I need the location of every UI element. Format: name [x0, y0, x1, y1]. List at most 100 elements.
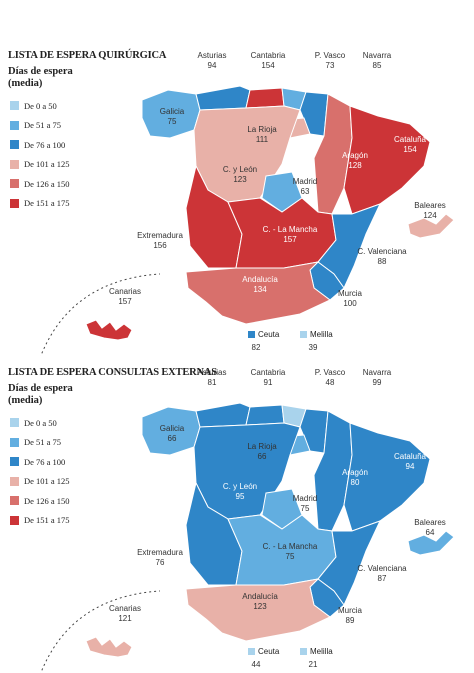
label-cantabria-value: 91 [264, 378, 273, 387]
legend-label: De 126 a 150 [24, 178, 70, 189]
legend-title: Días de espera (media) [8, 66, 73, 89]
legend-label: De 51 a 75 [24, 437, 62, 448]
label-navarra-value: 99 [373, 378, 382, 387]
region-andalucia [185, 261, 331, 325]
label-navarra-name: Navarra [363, 368, 392, 377]
legend-title: Días de espera (media) [8, 383, 73, 406]
label-larioja-value: 111 [256, 135, 269, 144]
legend-label: De 51 a 75 [24, 120, 62, 131]
legend-swatch [10, 140, 19, 150]
label-madrid-value: 75 [301, 504, 310, 513]
legend-swatch [10, 496, 19, 506]
ceuta-label: Ceuta [258, 647, 280, 656]
label-cantabria-name: Cantabria [251, 51, 286, 60]
label-andalucia-value: 134 [253, 285, 267, 294]
label-murcia-value: 89 [346, 616, 355, 625]
legend-label: De 101 a 125 [24, 476, 70, 487]
legend-item: De 101 a 125 [10, 472, 70, 492]
legend-item: De 51 a 75 [10, 116, 70, 136]
legend-swatch [10, 457, 19, 467]
legend-swatch [10, 159, 19, 169]
legend-label: De 0 a 50 [24, 417, 57, 428]
label-cvalenciana-name: C. Valenciana [357, 247, 407, 256]
legend-label: De 76 a 100 [24, 139, 66, 150]
melilla-swatch [300, 331, 307, 338]
label-andalucia-value: 123 [253, 602, 267, 611]
region-baleares [407, 213, 455, 239]
label-larioja-value: 66 [258, 452, 267, 461]
label-asturias-name: Asturias [198, 51, 227, 60]
label-baleares-value: 64 [426, 528, 435, 537]
region-canarias [85, 636, 133, 658]
legend-swatch [10, 198, 19, 208]
label-pvasco-value: 73 [326, 61, 335, 70]
label-ceuta-value: 44 [252, 660, 261, 669]
label-galicia-name: Galicia [160, 424, 185, 433]
region-cantabria [245, 87, 285, 109]
legend-item: De 151 a 175 [10, 511, 70, 531]
label-cvalenciana-value: 88 [378, 257, 387, 266]
label-extremadura-name: Extremadura [137, 231, 183, 240]
map-panel-quirurgica: Galicia 75 Asturias 94 Cantabria 154 P. Vasco 7… [0, 38, 474, 356]
label-aragon-value: 128 [348, 161, 362, 170]
legend-label: De 0 a 50 [24, 100, 57, 111]
legend-label: De 101 a 125 [24, 159, 70, 170]
legend-item: De 0 a 50 [10, 413, 70, 433]
legend-label: De 151 a 175 [24, 198, 70, 209]
ceuta-label: Ceuta [258, 330, 280, 339]
label-clamancha-value: 157 [283, 235, 297, 244]
label-asturias-value: 94 [208, 61, 217, 70]
label-canarias-value: 157 [118, 297, 132, 306]
label-pvasco-name: P. Vasco [315, 368, 346, 377]
legend: De 0 a 50 De 51 a 75 De 76 a 100 De 101 a 1… [10, 413, 70, 530]
melilla-label: Melilla [310, 647, 333, 656]
region-cvalenciana [317, 203, 381, 289]
region-cataluna [343, 105, 431, 215]
legend-swatch [10, 418, 19, 428]
label-aragon-name: Aragón [342, 151, 368, 160]
label-clamancha-name: C. - La Mancha [263, 542, 318, 551]
region-canarias [85, 319, 133, 341]
legend-item: De 126 a 150 [10, 491, 70, 511]
legend-label: De 151 a 175 [24, 515, 70, 526]
label-clamancha-value: 75 [286, 552, 295, 561]
label-cataluna-name: Cataluña [394, 452, 427, 461]
panel-title: LISTA DE ESPERA QUIRÚRGICA [8, 50, 167, 61]
legend-swatch [10, 515, 19, 525]
label-madrid-value: 63 [301, 187, 310, 196]
legend-swatch [10, 101, 19, 111]
label-cvalenciana-name: C. Valenciana [357, 564, 407, 573]
ceuta-legend: Ceuta [248, 647, 279, 656]
region-baleares [407, 530, 455, 556]
label-madrid-name: Madrid [293, 494, 317, 503]
legend-item: De 0 a 50 [10, 96, 70, 116]
legend-label: De 76 a 100 [24, 456, 66, 467]
label-larioja-name: La Rioja [247, 442, 277, 451]
label-pvasco-value: 48 [326, 378, 335, 387]
label-madrid-name: Madrid [293, 177, 317, 186]
label-galicia-value: 75 [168, 117, 177, 126]
label-navarra-value: 85 [373, 61, 382, 70]
region-andalucia [185, 578, 331, 642]
label-pvasco-name: P. Vasco [315, 51, 346, 60]
label-cvalenciana-value: 87 [378, 574, 387, 583]
label-canarias-value: 121 [118, 614, 132, 623]
canarias-inset-arc [40, 273, 161, 356]
label-baleares-name: Baleares [414, 518, 446, 527]
label-melilla-value: 39 [309, 343, 318, 352]
label-asturias-value: 81 [208, 378, 217, 387]
legend-swatch [10, 120, 19, 130]
label-cyleon-value: 95 [236, 492, 245, 501]
ceuta-swatch [248, 331, 255, 338]
label-asturias-name: Asturias [198, 368, 227, 377]
legend-item: De 151 a 175 [10, 194, 70, 214]
label-andalucia-name: Andalucía [242, 592, 278, 601]
label-cyleon-name: C. y León [223, 165, 257, 174]
region-cvalenciana [317, 520, 381, 606]
label-cyleon-name: C. y León [223, 482, 257, 491]
label-murcia-name: Murcia [338, 606, 363, 615]
label-murcia-value: 100 [343, 299, 357, 308]
map-panel-consultas: Galicia 66 Asturias 81 Cantabria 91 P. Vasco 48… [0, 355, 474, 673]
label-extremadura-name: Extremadura [137, 548, 183, 557]
